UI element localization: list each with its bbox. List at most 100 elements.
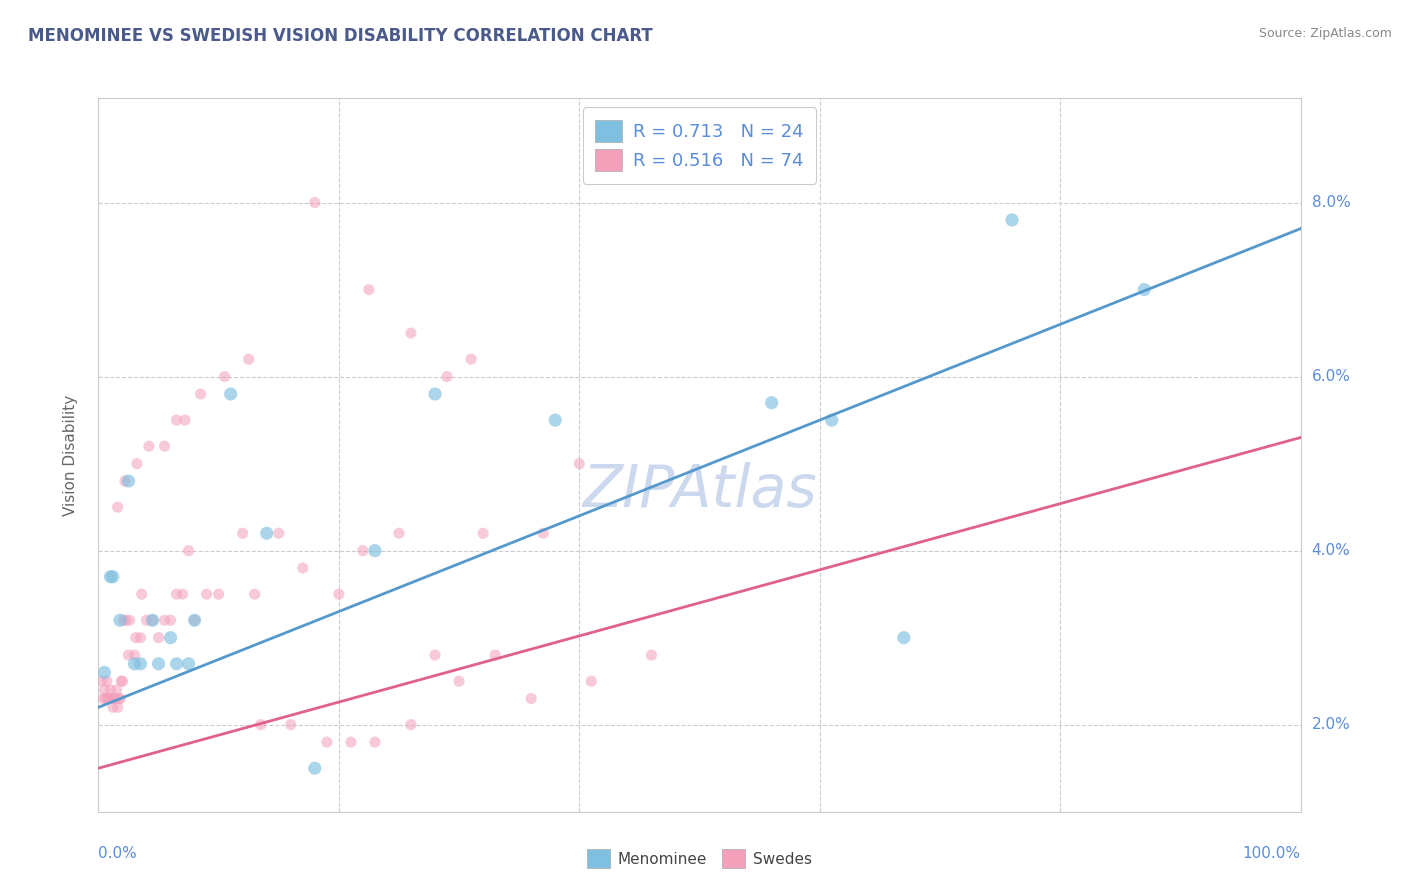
Y-axis label: Vision Disability: Vision Disability [63,394,77,516]
Point [117,474,139,488]
Point [153,439,176,453]
Legend: Menominee, Swedes: Menominee, Swedes [579,841,820,875]
Point [141,613,163,627]
Point [108,613,131,627]
Point [243,587,266,601]
Point [423,648,446,662]
Point [238,352,260,367]
Point [249,717,271,731]
Point [166,587,188,601]
Point [208,587,231,601]
Point [103,691,125,706]
Point [118,613,141,627]
Point [159,631,181,645]
Point [125,457,148,471]
Point [219,387,242,401]
Point [183,613,205,627]
Point [148,657,170,671]
Text: 0.0%: 0.0% [98,846,138,861]
Point [399,717,422,731]
Point [94,691,117,706]
Point [195,587,218,601]
Point [111,674,134,689]
Point [291,561,314,575]
Point [104,691,127,706]
Point [100,570,122,584]
Text: 6.0%: 6.0% [1312,369,1351,384]
Point [108,691,131,706]
Text: MENOMINEE VS SWEDISH VISION DISABILITY CORRELATION CHART: MENOMINEE VS SWEDISH VISION DISABILITY C… [28,27,652,45]
Point [105,682,128,697]
Point [304,761,326,775]
Point [436,369,458,384]
Point [256,526,278,541]
Point [141,613,163,627]
Text: 4.0%: 4.0% [1312,543,1350,558]
Point [96,674,118,689]
Point [135,613,157,627]
Point [280,717,302,731]
Point [91,691,114,706]
Point [190,387,212,401]
Point [893,631,915,645]
Point [821,413,844,427]
Point [166,413,188,427]
Point [112,613,135,627]
Point [124,648,146,662]
Point [91,674,114,689]
Point [364,735,387,749]
Point [357,283,380,297]
Point [399,326,422,340]
Point [544,413,567,427]
Point [107,700,129,714]
Point [423,387,446,401]
Point [174,413,197,427]
Point [153,613,176,627]
Point [166,657,188,671]
Point [159,613,181,627]
Point [315,735,337,749]
Point [267,526,290,541]
Point [304,195,326,210]
Point [125,631,148,645]
Point [148,631,170,645]
Text: Source: ZipAtlas.com: Source: ZipAtlas.com [1258,27,1392,40]
Point [108,691,131,706]
Point [129,631,152,645]
Point [131,587,153,601]
Point [177,543,200,558]
Point [520,691,543,706]
Point [172,587,194,601]
Point [328,587,350,601]
Point [761,395,783,409]
Point [98,691,121,706]
Point [101,570,124,584]
Text: ZIPAtlas: ZIPAtlas [582,462,817,519]
Point [484,648,506,662]
Point [110,674,132,689]
Point [581,674,603,689]
Point [1133,283,1156,297]
Point [388,526,411,541]
Point [364,543,387,558]
Point [352,543,374,558]
Point [640,648,662,662]
Point [460,352,482,367]
Point [214,369,236,384]
Text: 8.0%: 8.0% [1312,195,1350,210]
Point [340,735,363,749]
Point [138,439,160,453]
Point [129,657,152,671]
Point [232,526,254,541]
Point [93,665,115,680]
Point [115,613,138,627]
Point [93,682,115,697]
Point [101,700,124,714]
Point [97,691,120,706]
Point [531,526,554,541]
Point [447,674,470,689]
Point [568,457,591,471]
Text: 100.0%: 100.0% [1243,846,1301,861]
Point [117,648,139,662]
Point [107,500,129,515]
